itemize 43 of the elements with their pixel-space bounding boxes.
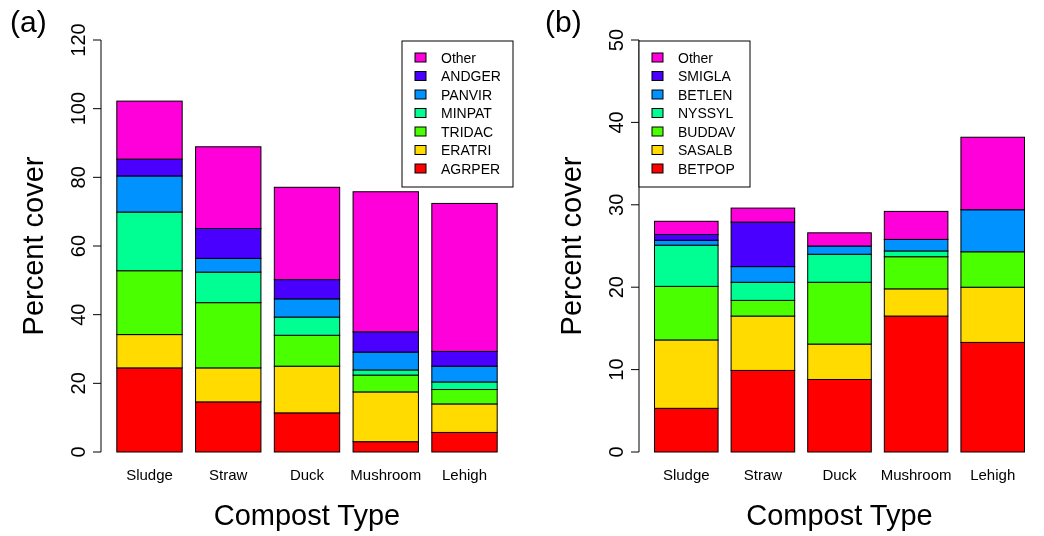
y-tick-label: 50 [605, 28, 627, 52]
legend-label: SASALB [678, 142, 733, 159]
chart-title: (a) [10, 5, 47, 38]
y-tick-label: 20 [605, 276, 627, 299]
x-tick-label: Mushroom [880, 466, 952, 483]
y-tick-label: 60 [67, 234, 89, 258]
y-axis-title: Percent cover [555, 156, 587, 336]
x-tick-label: Duck [289, 466, 325, 483]
x-tick-label: Straw [743, 466, 783, 483]
x-axis-title: Compost Type [746, 499, 933, 531]
x-tick-label: Lehigh [441, 466, 488, 483]
y-tick-label: 0 [67, 446, 89, 458]
legend-label: PANVIR [441, 86, 493, 103]
legend-label: ANDGER [441, 68, 501, 85]
y-tick-label: 0 [605, 446, 627, 458]
y-tick-label: 100 [67, 91, 89, 126]
y-tick-label: 40 [605, 111, 627, 134]
x-tick-label: Straw [209, 466, 248, 483]
legend-label: NYSSYL [678, 105, 734, 122]
x-axis-title: Compost Type [213, 499, 401, 531]
x-tick-label: Mushroom [350, 466, 422, 483]
x-tick-label: Duck [822, 466, 858, 483]
y-tick-label: 30 [605, 193, 627, 216]
y-tick-label: 20 [67, 372, 89, 395]
legend-label: SMIGLA [678, 68, 732, 85]
legend-label: MINPAT [441, 105, 493, 122]
x-tick-label: Sludge [662, 466, 710, 483]
legend-label: BETLEN [678, 86, 733, 103]
y-tick-label: 80 [67, 166, 89, 189]
legend-label: TRIDAC [441, 123, 494, 140]
y-tick-label: 40 [67, 303, 89, 326]
y-tick-label: 120 [67, 23, 89, 57]
legend-label: BUDDAV [678, 123, 736, 140]
legend-label: Other [441, 49, 477, 66]
legend-label: AGRPER [441, 160, 501, 177]
x-tick-label: Sludge [126, 466, 173, 483]
legend-label: ERATRI [441, 142, 492, 159]
y-axis-title: Percent cover [17, 156, 49, 336]
legend-label: Other [678, 49, 714, 66]
legend-label: BETPOP [678, 160, 735, 177]
y-tick-label: 10 [605, 358, 627, 381]
x-tick-label: Lehigh [970, 466, 1016, 483]
chart-title: (b) [545, 5, 582, 38]
